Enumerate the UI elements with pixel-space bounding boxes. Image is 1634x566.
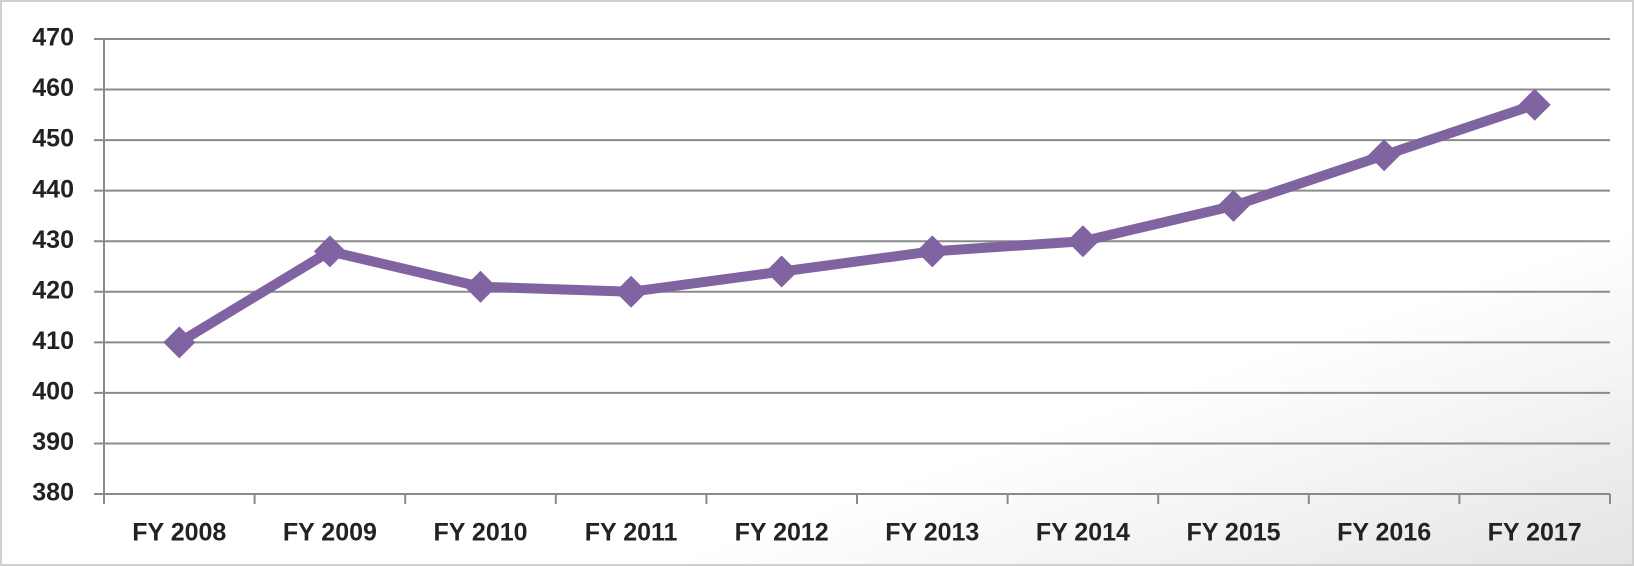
y-tick-label: 440: [32, 175, 74, 203]
x-tick-label: FY 2015: [1186, 519, 1280, 547]
y-tick-label: 380: [32, 479, 74, 507]
marker: [1217, 189, 1250, 222]
data-line: [176, 99, 1537, 347]
y-tick-label: 450: [32, 125, 74, 153]
y-tick-label: 410: [32, 327, 74, 355]
y-tick-label: 420: [32, 276, 74, 304]
y-tick-label: 470: [32, 24, 74, 52]
y-tick-label: 400: [32, 377, 74, 405]
marker: [916, 235, 949, 268]
x-tick-label: FY 2014: [1036, 519, 1130, 547]
marker: [313, 235, 346, 268]
x-tick-label: FY 2016: [1337, 519, 1431, 547]
x-tick-label: FY 2009: [283, 519, 377, 547]
x-tick-label: FY 2008: [132, 519, 226, 547]
y-tick-label: 390: [32, 428, 74, 456]
marker: [765, 255, 798, 288]
x-tick-label: FY 2011: [585, 519, 678, 547]
marker: [1066, 225, 1099, 258]
y-tick-label: 460: [32, 74, 74, 102]
marker: [615, 275, 648, 308]
x-tick-label: FY 2010: [433, 519, 527, 547]
marker: [1368, 139, 1401, 172]
x-tick-label: FY 2017: [1488, 519, 1582, 547]
marker: [163, 326, 196, 359]
x-tick-label: FY 2012: [735, 519, 829, 547]
y-tick-label: 430: [32, 226, 74, 254]
marker: [464, 270, 497, 303]
marker: [1518, 88, 1551, 121]
x-tick-label: FY 2013: [885, 519, 979, 547]
